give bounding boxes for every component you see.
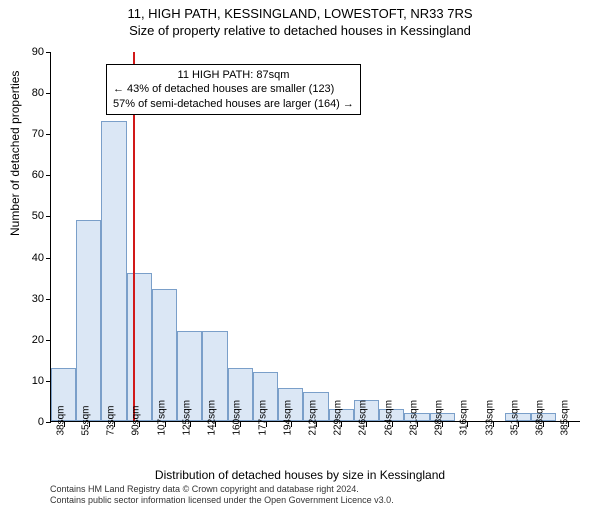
footer-attribution: Contains HM Land Registry data © Crown c…	[50, 484, 394, 506]
annotation-line: ← 43% of detached houses are smaller (12…	[113, 82, 354, 96]
y-tick-label: 50	[14, 210, 44, 222]
y-tick-mark	[46, 134, 51, 135]
histogram-bar	[101, 121, 126, 421]
y-tick-mark	[46, 216, 51, 217]
footer-line-2: Contains public sector information licen…	[50, 495, 394, 506]
y-tick-mark	[46, 258, 51, 259]
y-tick-mark	[46, 93, 51, 94]
y-tick-label: 0	[14, 416, 44, 428]
y-tick-mark	[46, 340, 51, 341]
annotation-line: 57% of semi-detached houses are larger (…	[113, 97, 354, 111]
y-tick-label: 70	[14, 128, 44, 140]
chart-area: 11 HIGH PATH: 87sqm← 43% of detached hou…	[50, 52, 580, 422]
y-tick-label: 40	[14, 252, 44, 264]
chart-title-line-1: 11, HIGH PATH, KESSINGLAND, LOWESTOFT, N…	[0, 6, 600, 21]
y-tick-mark	[46, 175, 51, 176]
annotation-box: 11 HIGH PATH: 87sqm← 43% of detached hou…	[106, 64, 361, 115]
y-tick-label: 30	[14, 293, 44, 305]
chart-title-line-2: Size of property relative to detached ho…	[0, 23, 600, 38]
y-tick-mark	[46, 422, 51, 423]
y-tick-label: 10	[14, 375, 44, 387]
histogram-bar	[76, 220, 101, 421]
plot-region: 11 HIGH PATH: 87sqm← 43% of detached hou…	[50, 52, 580, 422]
annotation-line: 11 HIGH PATH: 87sqm	[113, 68, 354, 82]
x-axis-label: Distribution of detached houses by size …	[0, 468, 600, 482]
y-tick-label: 90	[14, 46, 44, 58]
y-tick-label: 60	[14, 169, 44, 181]
y-tick-mark	[46, 52, 51, 53]
y-tick-label: 80	[14, 87, 44, 99]
y-tick-mark	[46, 299, 51, 300]
footer-line-1: Contains HM Land Registry data © Crown c…	[50, 484, 394, 495]
histogram-bar	[127, 273, 152, 421]
y-tick-mark	[46, 381, 51, 382]
y-tick-label: 20	[14, 334, 44, 346]
